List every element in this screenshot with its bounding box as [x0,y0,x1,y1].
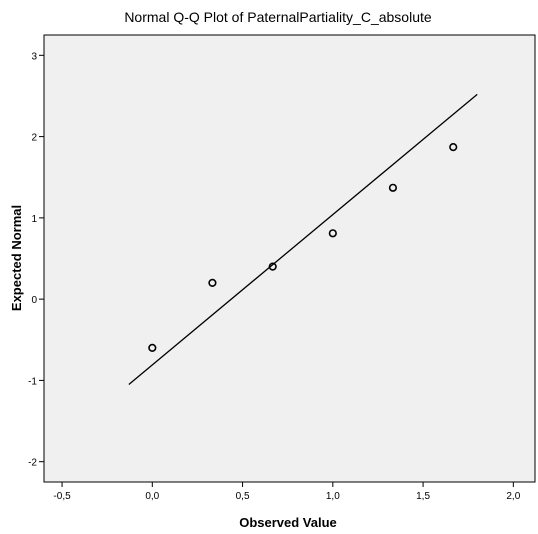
y-tick-label: 1 [31,214,37,225]
data-point [208,278,217,287]
data-point [268,262,277,271]
y-tick-label: -1 [28,376,37,387]
data-point [449,143,458,152]
x-tick-label: 1,0 [326,491,340,502]
y-tick-label: 2 [31,133,37,144]
data-point [328,229,337,238]
x-axis: -0,5 0,0 0,5 1,0 1,5 2,0 [53,482,521,502]
y-axis-label: Expected Normal [9,205,24,311]
y-tick-label: -2 [28,458,37,469]
x-tick-label: 1,5 [416,491,430,502]
x-axis-label: Observed Value [239,515,337,530]
chart-title: Normal Q-Q Plot of PaternalPartiality_C_… [124,9,432,25]
x-tick-label: 0,0 [145,491,159,502]
data-points [148,143,458,353]
x-tick-label: 0,5 [236,491,250,502]
data-point [388,183,398,192]
data-point [148,343,157,353]
reference-line [128,93,478,385]
plot-area [43,34,536,483]
x-tick-label: 2,0 [506,491,520,502]
x-tick-label: -0,5 [53,491,71,502]
y-axis: -2 -1 0 1 2 3 [28,51,44,469]
y-tick-label: 0 [31,295,37,306]
y-tick-label: 3 [31,51,37,62]
